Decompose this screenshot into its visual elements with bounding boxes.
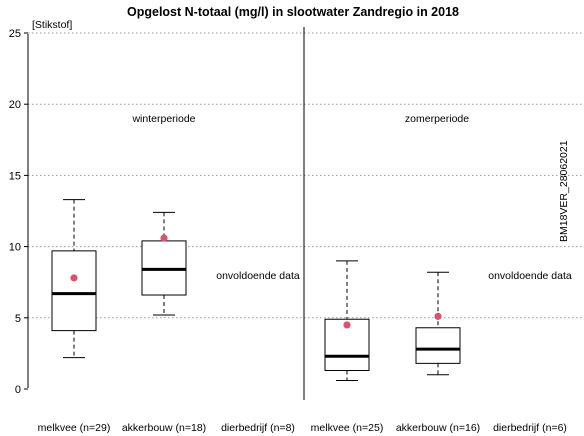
- iqr-box: [51, 250, 97, 332]
- y-tick-label: 25: [9, 28, 21, 40]
- category-label: melkvee (n=25): [311, 422, 384, 434]
- boxplot: [324, 260, 370, 381]
- category-label: dierbedrijf (n=8): [221, 422, 295, 434]
- mean-marker: [70, 274, 78, 282]
- vertical-id-label: BM18VER_28062021: [558, 140, 570, 242]
- chart-title: Opgelost N-totaal (mg/l) in slootwater Z…: [127, 5, 459, 19]
- panel-2: zomerperiode melkvee (n=25) akkerbouw (n=1…: [311, 113, 572, 434]
- y-tick-label: 0: [15, 384, 21, 396]
- y-axis: 0 5 10 15 20 25: [9, 28, 29, 396]
- y-tick-label: 5: [15, 313, 21, 325]
- boxplot: [415, 271, 461, 376]
- panel-label: winterperiode: [131, 113, 195, 125]
- y-tick-label: 15: [9, 170, 21, 182]
- y-tick-label: 10: [9, 242, 21, 254]
- y-axis-label: [Stikstof]: [32, 19, 72, 31]
- panel-label: zomerperiode: [405, 113, 469, 125]
- panel-1: winterperiode melkvee (n=29) akkerbouw (n=…: [38, 113, 300, 434]
- category-label: akkerbouw (n=18): [122, 422, 206, 434]
- boxplot: [51, 199, 97, 359]
- mean-marker: [343, 321, 351, 329]
- category-label: melkvee (n=29): [38, 422, 111, 434]
- category-label: dierbedrijf (n=6): [493, 422, 567, 434]
- boxplot: [141, 211, 187, 316]
- grid: [28, 32, 582, 319]
- mean-marker: [434, 312, 442, 320]
- category-label: akkerbouw (n=16): [396, 422, 480, 434]
- mean-marker: [160, 234, 168, 242]
- insufficient-data-note: onvoldoende data: [216, 270, 300, 282]
- iqr-box: [415, 327, 461, 364]
- insufficient-data-note: onvoldoende data: [488, 270, 572, 282]
- y-tick-label: 20: [9, 99, 21, 111]
- panels: winterperiode melkvee (n=29) akkerbouw (n=…: [38, 113, 572, 434]
